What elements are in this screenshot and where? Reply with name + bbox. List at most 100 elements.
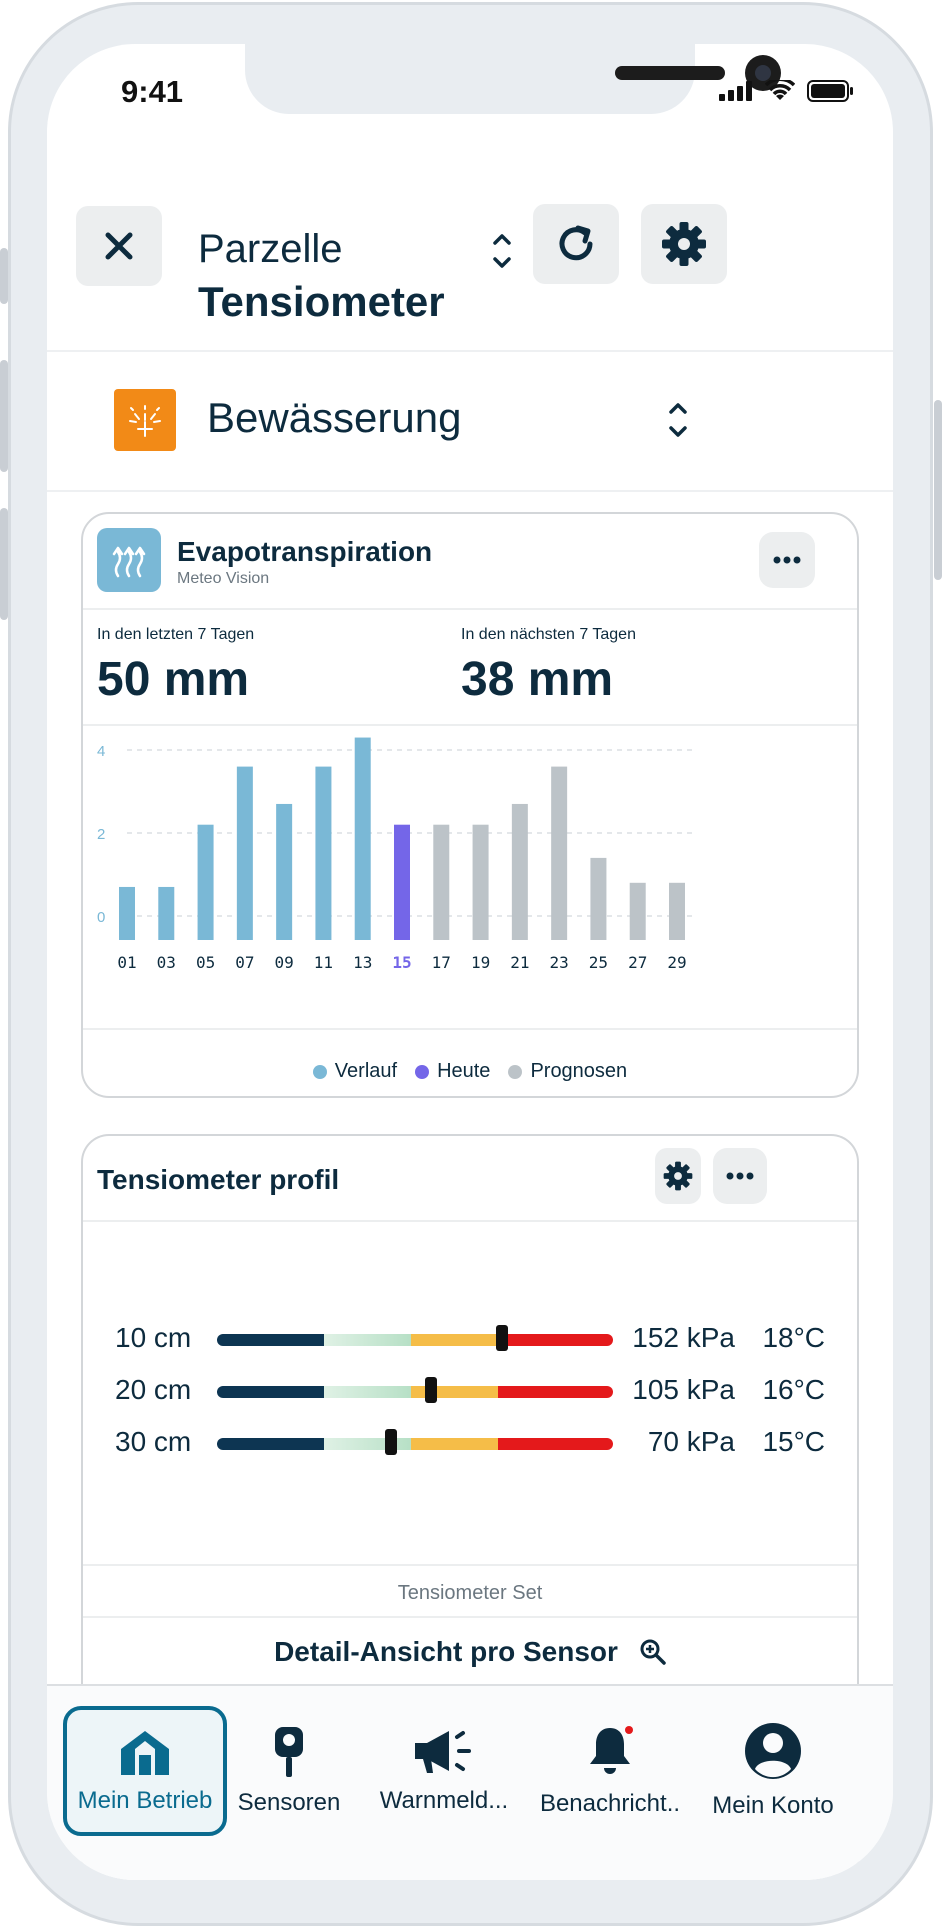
irrigation-icon xyxy=(114,389,176,451)
tab-mein-betrieb[interactable]: Mein Betrieb xyxy=(63,1706,227,1836)
card-title: Evapotranspiration xyxy=(177,536,433,567)
close-icon xyxy=(105,232,133,260)
wifi-icon xyxy=(765,80,795,100)
card-divider xyxy=(83,1220,857,1222)
refresh-icon xyxy=(559,225,593,261)
tension-value: 105 kPa xyxy=(632,1374,735,1405)
chart-bar xyxy=(354,737,371,940)
x-tick-label: 21 xyxy=(510,953,529,972)
legend-item-prognosen: Prognosen xyxy=(508,1060,627,1083)
detail-divider xyxy=(83,1616,857,1618)
page-title-small: Parzelle xyxy=(198,227,343,271)
tensio-more-button[interactable] xyxy=(713,1148,767,1204)
page-title[interactable]: Parzelle Tensiometer xyxy=(198,227,445,326)
legend-item-heute: Heute xyxy=(415,1060,490,1083)
evapo-more-button[interactable] xyxy=(759,532,815,588)
tension-value: 70 kPa xyxy=(647,1426,735,1457)
tension-scale xyxy=(217,1386,613,1398)
y-tick-label: 2 xyxy=(97,826,105,843)
tab-benachrichtigungen[interactable]: Benachricht.. xyxy=(525,1706,695,1836)
set-divider xyxy=(83,1564,857,1566)
tab-label: Mein Konto xyxy=(712,1792,834,1819)
chart-bar xyxy=(197,824,214,940)
tab-mein-konto[interactable]: Mein Konto xyxy=(693,1706,853,1836)
status-icons xyxy=(719,80,853,102)
legend-label: Heute xyxy=(437,1060,491,1082)
tab-label: Mein Betrieb xyxy=(77,1787,213,1814)
home-icon xyxy=(121,1731,169,1775)
x-tick-label: 17 xyxy=(432,953,451,972)
tensiometer-row: 10 cm 152 kPa 18°C xyxy=(83,1322,857,1362)
chart-bar xyxy=(551,766,568,940)
tensiometer-row: 30 cm 70 kPa 15°C xyxy=(83,1426,857,1466)
chart-bar xyxy=(276,803,293,940)
x-tick-label: 07 xyxy=(235,953,254,972)
y-tick-label: 0 xyxy=(97,909,105,926)
y-tick-label: 4 xyxy=(97,743,105,760)
sensor-icon xyxy=(275,1727,303,1777)
chart-bar xyxy=(315,766,332,940)
temperature-value: 18°C xyxy=(762,1322,825,1353)
tensiometer-set-label: Tensiometer Set xyxy=(397,1582,543,1604)
megaphone-icon xyxy=(415,1731,471,1773)
legend-item-verlauf: Verlauf xyxy=(312,1060,398,1083)
legend-dot xyxy=(508,1064,523,1079)
volume-down-button xyxy=(0,508,8,620)
notch xyxy=(245,44,781,114)
volume-up-button xyxy=(0,360,8,472)
status-time: 9:41 xyxy=(121,74,184,109)
chart-bar xyxy=(119,886,135,940)
tab-sensoren[interactable]: Sensoren xyxy=(209,1706,369,1836)
card-divider xyxy=(83,608,857,610)
mute-switch xyxy=(0,248,8,304)
tab-bar: Mein Betrieb Sensoren Warnmeld... Benach… xyxy=(47,1684,893,1880)
chart-bar xyxy=(433,824,450,940)
chart-bar xyxy=(394,824,410,940)
x-tick-label: 19 xyxy=(471,953,490,972)
phone-screen: 9:41 Parzelle Tensiometer Bewässerung xyxy=(47,44,893,1880)
section-selector[interactable]: Bewässerung xyxy=(47,352,893,492)
x-tick-label: 29 xyxy=(667,953,686,972)
card-title: Tensiometer profil xyxy=(97,1164,340,1195)
x-tick-label: 11 xyxy=(314,953,333,972)
x-tick-label: 25 xyxy=(589,953,608,972)
gear-icon xyxy=(662,222,706,266)
detail-view-label: Detail-Ansicht pro Sensor xyxy=(274,1636,618,1667)
chart-legend: Verlauf Heute Prognosen xyxy=(83,1060,857,1083)
battery-icon xyxy=(807,80,853,102)
tab-label: Sensoren xyxy=(237,1789,341,1816)
detail-view-link[interactable]: Detail-Ansicht pro Sensor xyxy=(83,1636,857,1668)
close-button[interactable] xyxy=(76,206,162,286)
signal-icon xyxy=(719,81,752,101)
zoom-in-icon xyxy=(640,1639,666,1665)
settings-button[interactable] xyxy=(641,204,727,284)
section-label: Bewässerung xyxy=(207,394,462,441)
tension-value: 152 kPa xyxy=(632,1322,735,1353)
depth-label: 20 cm xyxy=(115,1374,192,1405)
tab-label: Warnmeld... xyxy=(379,1787,509,1814)
chart-divider xyxy=(83,1028,857,1030)
tab-warnmeldungen[interactable]: Warnmeld... xyxy=(359,1706,529,1836)
tension-marker xyxy=(496,1325,509,1351)
tensio-settings-button[interactable] xyxy=(655,1148,701,1204)
card-subtitle: Meteo Vision xyxy=(177,570,270,587)
x-tick-label: 01 xyxy=(117,953,136,972)
stats-divider xyxy=(83,724,857,726)
account-icon xyxy=(745,1723,801,1779)
refresh-button[interactable] xyxy=(533,204,619,284)
gear-icon xyxy=(663,1161,693,1191)
past-7-days-value: 50 mm xyxy=(97,653,250,706)
plot-selector-chevrons-icon[interactable] xyxy=(491,230,513,272)
temperature-value: 15°C xyxy=(762,1426,825,1457)
tension-scale xyxy=(217,1438,613,1450)
x-tick-label: 27 xyxy=(628,953,647,972)
tension-marker xyxy=(424,1377,437,1403)
past-7-days-label: In den letzten 7 Tagen xyxy=(97,626,255,643)
x-tick-label: 15 xyxy=(392,953,411,972)
chart-bar xyxy=(472,824,489,940)
chart-bar xyxy=(629,882,646,940)
legend-label: Verlauf xyxy=(334,1060,398,1082)
section-chevrons-icon xyxy=(669,403,687,437)
legend-dot xyxy=(312,1064,327,1079)
depth-label: 30 cm xyxy=(115,1426,192,1457)
